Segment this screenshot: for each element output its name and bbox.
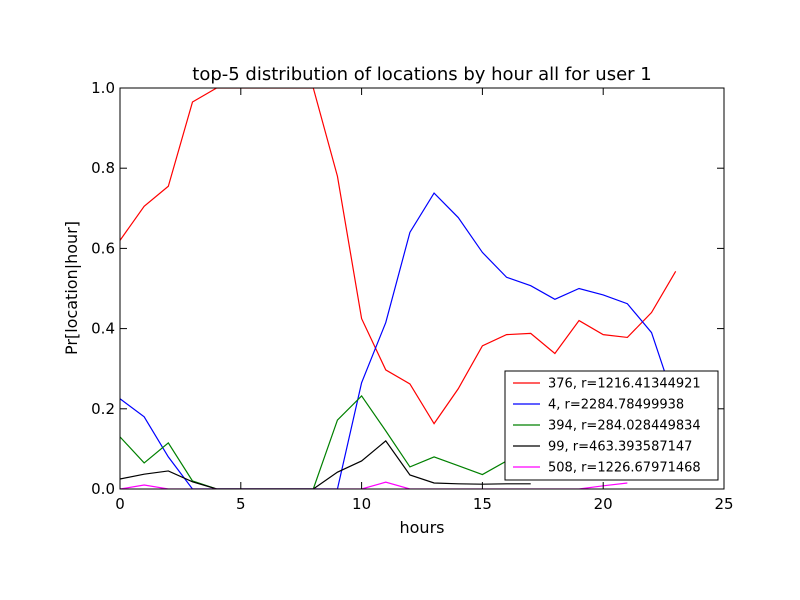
- x-tick-label: 0: [115, 495, 125, 513]
- plot-frame: [119, 87, 725, 490]
- x-tick-label: 15: [473, 495, 492, 513]
- legend: 376, r=1216.41344921 4, r=2284.78499938 39…: [504, 370, 719, 481]
- ticks-layer: 0 5 10 15 20 25 0.0 0.2 0.4 0.6 0.8 1.0: [91, 79, 733, 513]
- x-tick-label: 25: [714, 495, 733, 513]
- series-line-2: [120, 395, 531, 489]
- x-tick-label: 10: [352, 495, 371, 513]
- y-tick-label: 0.4: [91, 320, 115, 338]
- series-line-4: [120, 481, 628, 489]
- legend-box: [504, 370, 719, 481]
- y-axis-label: Pr[location|hour]: [62, 221, 81, 355]
- y-tick-label: 0.2: [91, 400, 115, 418]
- x-tick-label: 5: [236, 495, 246, 513]
- legend-label-1: 4, r=2284.78499938: [548, 398, 684, 413]
- y-tick-label: 0.6: [91, 239, 115, 257]
- y-tick-label: 0.8: [91, 159, 115, 177]
- series-line-0: [120, 88, 677, 425]
- series-line-3: [120, 440, 531, 489]
- y-tick-label: 0.0: [91, 480, 115, 498]
- series-line-1: [120, 192, 677, 489]
- legend-label-0: 376, r=1216.41344921: [548, 377, 701, 392]
- legend-label-3: 99, r=463.393587147: [548, 440, 692, 455]
- series-layer: [120, 88, 677, 489]
- chart-title: top-5 distribution of locations by hour …: [192, 64, 651, 85]
- legend-label-2: 394, r=284.028449834: [548, 419, 701, 434]
- x-tick-label: 20: [594, 495, 613, 513]
- x-axis-label: hours: [400, 518, 445, 537]
- y-tick-label: 1.0: [91, 79, 115, 97]
- legend-label-4: 508, r=1226.67971468: [548, 461, 701, 476]
